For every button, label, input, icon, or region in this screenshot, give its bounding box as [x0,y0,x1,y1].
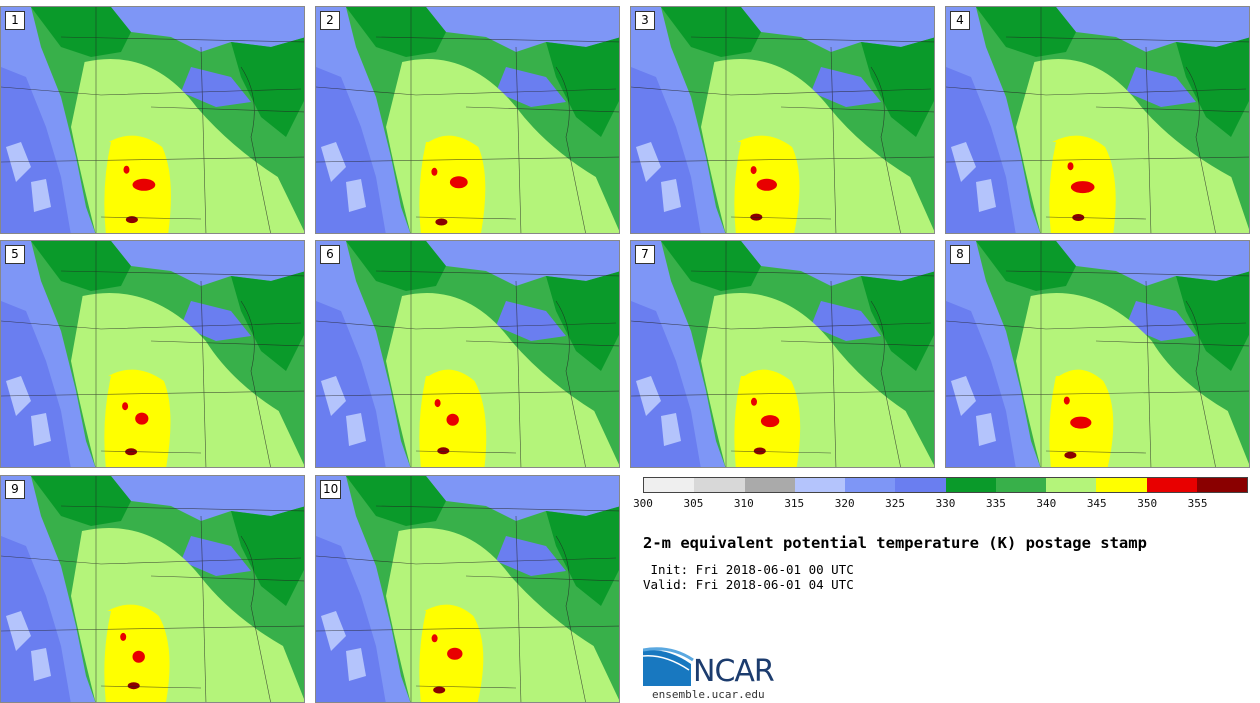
panel-number: 3 [635,11,655,30]
colorbar-tick-label: 305 [683,497,704,510]
colorbar-swatch [644,478,695,492]
map-panel: 7 [630,240,935,468]
colorbar-swatch [845,478,896,492]
map-panel: 8 [945,240,1250,468]
panel-number: 4 [950,11,970,30]
colorbar-swatch [1146,478,1197,492]
map-panel: 3 [630,6,935,234]
panel-number: 9 [5,480,25,499]
ncar-logo-text: NCAR [693,654,775,689]
map-image [1,476,304,702]
colorbar [643,477,1248,493]
panel-number: 6 [320,245,340,264]
colorbar-swatch [1046,478,1097,492]
init-time: Init: Fri 2018-06-01 00 UTC [643,562,854,577]
colorbar-ticks: 300 305 310 315 320 325 330 335 340 345 350 355 [633,497,1248,513]
colorbar-tick-label: 355 [1187,497,1208,510]
map-image [946,7,1249,233]
colorbar-tick-label: 340 [1036,497,1057,510]
ncar-logo-icon [643,647,694,686]
map-image [316,476,619,702]
site-url: ensemble.ucar.edu [652,688,765,701]
colorbar-swatch [995,478,1046,492]
panel-number: 7 [635,245,655,264]
map-panel: 1 [0,6,305,234]
panel-number: 2 [320,11,340,30]
colorbar-tick-label: 320 [834,497,855,510]
map-panel: 10 [315,475,620,703]
map-panel: 5 [0,240,305,468]
map-image [946,241,1249,467]
panel-number: 1 [5,11,25,30]
colorbar-tick-label: 315 [784,497,805,510]
map-panel: 2 [315,6,620,234]
panel-number: 5 [5,245,25,264]
map-panel: 9 [0,475,305,703]
colorbar-tick-label: 310 [733,497,754,510]
colorbar-tick-label: 330 [935,497,956,510]
colorbar-tick-label: 300 [633,497,653,510]
colorbar-swatch [895,478,946,492]
map-panel: 6 [315,240,620,468]
colorbar-tick-label: 345 [1086,497,1107,510]
map-image [631,241,934,467]
colorbar-swatch [1196,478,1247,492]
map-panel: 4 [945,6,1250,234]
colorbar-swatch [744,478,795,492]
colorbar-tick-label: 335 [985,497,1006,510]
plot-title: 2-m equivalent potential temperature (K)… [643,534,1147,552]
map-image [1,241,304,467]
map-image [1,7,304,233]
panel-number: 10 [320,480,342,499]
map-image [316,241,619,467]
colorbar-swatch [945,478,996,492]
colorbar-tick-label: 325 [885,497,906,510]
map-image [316,7,619,233]
panel-number: 8 [950,245,970,264]
colorbar-swatch [1096,478,1147,492]
colorbar-swatch [694,478,745,492]
colorbar-swatch [794,478,845,492]
valid-time: Valid: Fri 2018-06-01 04 UTC [643,577,854,592]
map-image [631,7,934,233]
colorbar-tick-label: 350 [1137,497,1158,510]
